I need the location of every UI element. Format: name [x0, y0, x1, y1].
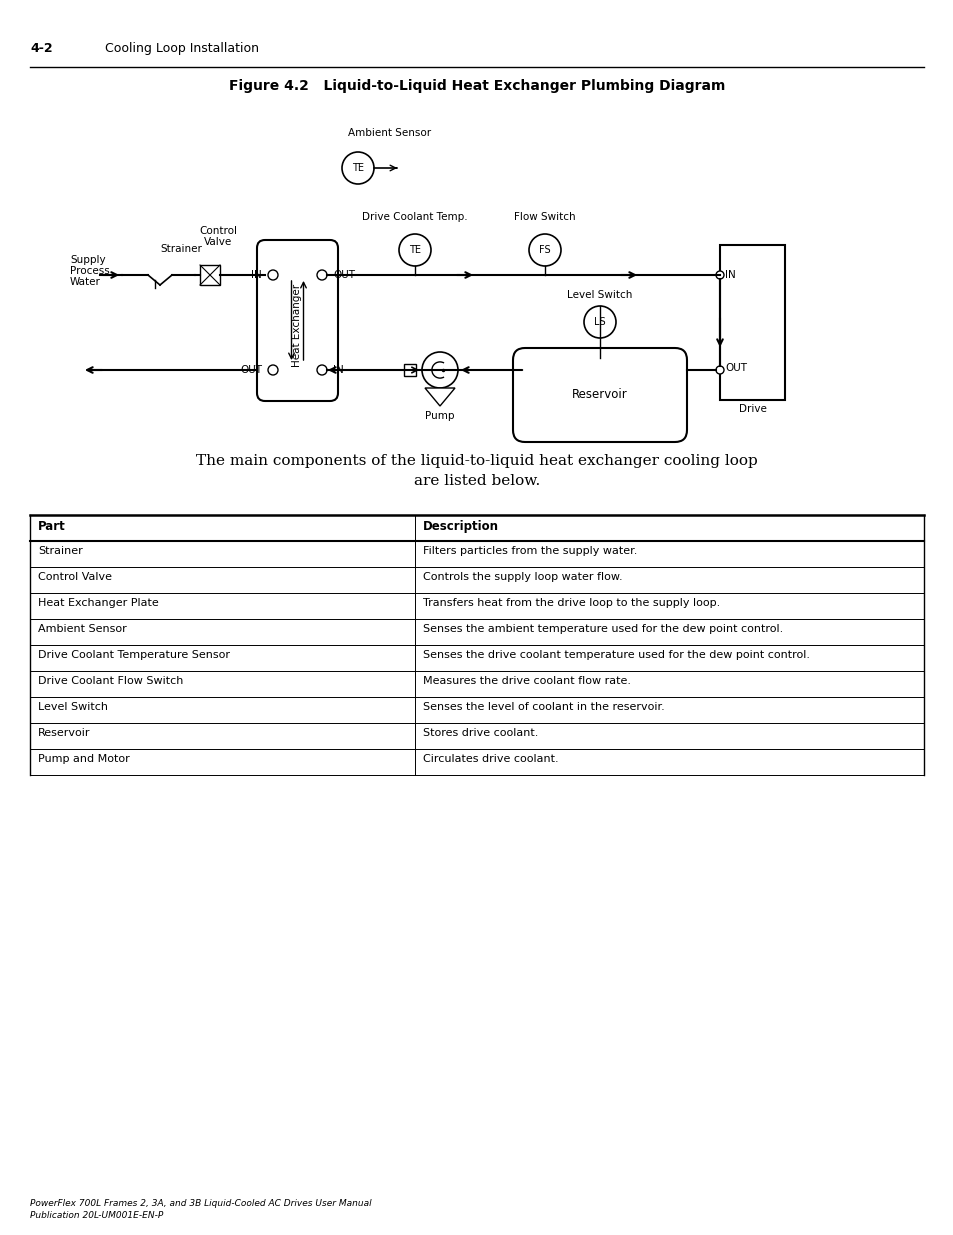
Text: Reservoir: Reservoir: [38, 727, 91, 739]
Polygon shape: [720, 245, 784, 400]
Text: The main components of the liquid-to-liquid heat exchanger cooling loop: The main components of the liquid-to-liq…: [196, 454, 757, 468]
Text: LS: LS: [594, 317, 605, 327]
Text: Drive Coolant Flow Switch: Drive Coolant Flow Switch: [38, 676, 183, 685]
Text: are listed below.: are listed below.: [414, 474, 539, 488]
Circle shape: [716, 270, 723, 279]
Polygon shape: [424, 388, 455, 406]
Circle shape: [316, 366, 327, 375]
Text: Control Valve: Control Valve: [38, 572, 112, 582]
Text: TE: TE: [409, 245, 420, 254]
Text: Valve: Valve: [204, 237, 232, 247]
Text: OUT: OUT: [724, 363, 746, 373]
Text: Control: Control: [199, 226, 236, 236]
Text: Filters particles from the supply water.: Filters particles from the supply water.: [422, 546, 637, 556]
Text: IN: IN: [251, 270, 262, 280]
Text: Cooling Loop Installation: Cooling Loop Installation: [105, 42, 258, 56]
Text: Senses the level of coolant in the reservoir.: Senses the level of coolant in the reser…: [422, 701, 664, 713]
Text: Reservoir: Reservoir: [572, 389, 627, 401]
Text: Heat Exchanger: Heat Exchanger: [293, 284, 302, 367]
Text: TE: TE: [352, 163, 364, 173]
Text: Flow Switch: Flow Switch: [514, 212, 576, 222]
Text: IN: IN: [333, 366, 343, 375]
Text: Drive Coolant Temperature Sensor: Drive Coolant Temperature Sensor: [38, 650, 230, 659]
Text: Senses the drive coolant temperature used for the dew point control.: Senses the drive coolant temperature use…: [422, 650, 809, 659]
Text: FS: FS: [538, 245, 550, 254]
Text: PowerFlex 700L Frames 2, 3A, and 3B Liquid-Cooled AC Drives User Manual: PowerFlex 700L Frames 2, 3A, and 3B Liqu…: [30, 1199, 372, 1208]
Circle shape: [268, 270, 277, 280]
Text: Pump: Pump: [425, 411, 455, 421]
Text: Level Switch: Level Switch: [38, 701, 108, 713]
Circle shape: [316, 270, 327, 280]
Text: Part: Part: [38, 520, 66, 534]
Text: Senses the ambient temperature used for the dew point control.: Senses the ambient temperature used for …: [422, 624, 782, 634]
Text: Drive Coolant Temp.: Drive Coolant Temp.: [362, 212, 467, 222]
Text: Figure 4.2   Liquid-to-Liquid Heat Exchanger Plumbing Diagram: Figure 4.2 Liquid-to-Liquid Heat Exchang…: [229, 79, 724, 93]
Text: Description: Description: [422, 520, 498, 534]
Text: Controls the supply loop water flow.: Controls the supply loop water flow.: [422, 572, 622, 582]
Circle shape: [421, 352, 457, 388]
Circle shape: [716, 366, 723, 374]
Text: Ambient Sensor: Ambient Sensor: [38, 624, 127, 634]
FancyBboxPatch shape: [256, 240, 337, 401]
Text: Process: Process: [70, 266, 110, 275]
Text: Circulates drive coolant.: Circulates drive coolant.: [422, 755, 558, 764]
Circle shape: [268, 366, 277, 375]
Polygon shape: [200, 266, 220, 285]
Text: Ambient Sensor: Ambient Sensor: [348, 128, 431, 138]
Text: Level Switch: Level Switch: [567, 290, 632, 300]
Text: IN: IN: [724, 270, 735, 280]
Text: OUT: OUT: [240, 366, 262, 375]
Polygon shape: [403, 364, 416, 375]
Text: OUT: OUT: [333, 270, 355, 280]
Text: Stores drive coolant.: Stores drive coolant.: [422, 727, 537, 739]
Text: Publication 20L-UM001E-EN-P: Publication 20L-UM001E-EN-P: [30, 1212, 163, 1220]
Text: Strainer: Strainer: [160, 245, 202, 254]
Text: Transfers heat from the drive loop to the supply loop.: Transfers heat from the drive loop to th…: [422, 598, 720, 608]
Text: Measures the drive coolant flow rate.: Measures the drive coolant flow rate.: [422, 676, 630, 685]
Text: Supply: Supply: [70, 254, 106, 266]
Text: 4-2: 4-2: [30, 42, 52, 56]
Text: Pump and Motor: Pump and Motor: [38, 755, 130, 764]
Text: Water: Water: [70, 277, 101, 287]
Text: Drive: Drive: [738, 404, 765, 414]
Text: Strainer: Strainer: [38, 546, 83, 556]
Text: Heat Exchanger Plate: Heat Exchanger Plate: [38, 598, 158, 608]
FancyBboxPatch shape: [513, 348, 686, 442]
